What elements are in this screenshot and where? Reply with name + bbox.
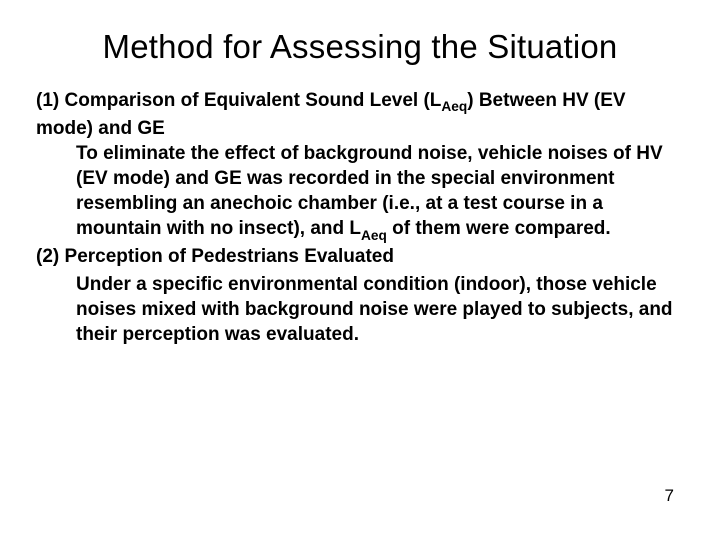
slide: Method for Assessing the Situation (1) C… xyxy=(0,0,720,540)
item-number: (1) xyxy=(36,90,59,111)
list-item: (2) Perception of Pedestrians Evaluated … xyxy=(36,244,676,350)
slide-title: Method for Assessing the Situation xyxy=(36,28,684,66)
item-body: To eliminate the effect of background no… xyxy=(36,141,676,244)
page-number: 7 xyxy=(665,486,674,506)
item-heading-pre: Perception of Pedestrians Evaluated xyxy=(65,246,394,267)
list-item: (1) Comparison of Equivalent Sound Level… xyxy=(36,88,676,244)
slide-body: (1) Comparison of Equivalent Sound Level… xyxy=(36,88,684,350)
item-body: Under a specific environmental condition… xyxy=(36,272,676,350)
item-number: (2) xyxy=(36,246,59,267)
item-body-pre: Under a specific environmental condition… xyxy=(76,274,673,345)
item-heading-sub: Aeq xyxy=(441,99,467,114)
item-body-sub: Aeq xyxy=(361,228,387,243)
item-heading-pre: Comparison of Equivalent Sound Level (L xyxy=(65,90,442,111)
item-body-post: of them were compared. xyxy=(387,218,611,239)
